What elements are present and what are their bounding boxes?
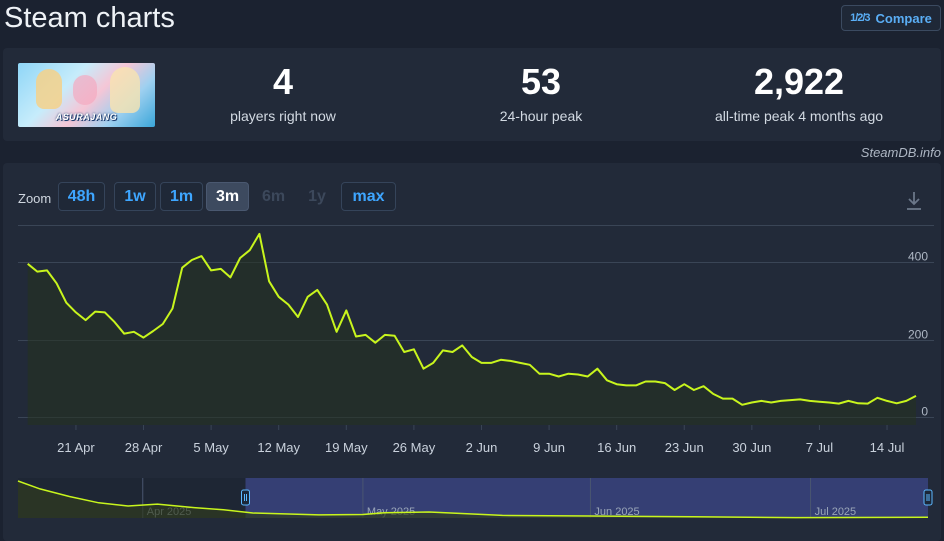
series-line <box>27 232 917 406</box>
stats-panel: ASURAJANG 4 players right now 53 24-hour… <box>3 48 941 141</box>
game-logo: ASURAJANG <box>55 112 118 122</box>
page-title: Steam charts <box>4 2 175 34</box>
x-tick-label: 21 Apr <box>57 440 95 455</box>
stat-value: 2,922 <box>753 61 845 102</box>
thumbnail-character <box>110 67 140 113</box>
y-tick-label: 200 <box>908 328 928 342</box>
thumbnail-character <box>73 75 97 105</box>
thumbnail-character <box>36 69 62 109</box>
x-tick-label: 2 Jun <box>466 440 498 455</box>
x-tick-label: 5 May <box>193 440 229 455</box>
y-tick-label: 400 <box>908 250 928 264</box>
x-tick-label: 30 Jun <box>732 440 771 455</box>
x-tick-label: 23 Jun <box>665 440 704 455</box>
stat-label: 24-hour peak <box>499 108 583 124</box>
y-tick-label: 0 <box>921 405 928 419</box>
stat-value: 53 <box>520 61 562 102</box>
x-tick-label: 14 Jul <box>870 440 905 455</box>
navigator-label: Jun 2025 <box>594 506 639 518</box>
x-tick-label: 26 May <box>393 440 436 455</box>
fraction-icon: 1/2/3 <box>850 12 870 24</box>
steamdb-attribution[interactable]: SteamDB.info <box>860 145 941 160</box>
x-tick-label: 16 Jun <box>597 440 636 455</box>
stat-24h-peak: 53 24-hour peak <box>441 61 641 125</box>
compare-button-label: Compare <box>875 10 932 26</box>
zoom-3m-button[interactable]: 3m <box>206 182 249 211</box>
x-tick-label: 9 Jun <box>533 440 565 455</box>
navigator-handle-left[interactable] <box>241 489 250 506</box>
x-tick-label: 19 May <box>325 440 368 455</box>
game-thumbnail[interactable]: ASURAJANG <box>18 63 155 127</box>
stat-label: players right now <box>230 108 336 124</box>
zoom-1m-button[interactable]: 1m <box>160 182 203 211</box>
zoom-6m-button: 6m <box>261 187 286 205</box>
navigator-label: Jul 2025 <box>815 506 857 518</box>
stat-label: all-time peak 4 months ago <box>714 108 884 124</box>
x-tick-label: 28 Apr <box>125 440 163 455</box>
zoom-label: Zoom <box>18 191 52 206</box>
series-area <box>27 233 916 425</box>
stat-players-now: 4 players right now <box>183 61 383 125</box>
navigator-area <box>18 481 928 518</box>
stat-value: 4 <box>272 61 294 102</box>
zoom-1y-button: 1y <box>308 187 326 205</box>
zoom-48h-button[interactable]: 48h <box>58 182 105 211</box>
navigator-line <box>17 480 929 519</box>
navigator-selection[interactable] <box>245 478 929 518</box>
compare-button[interactable]: 1/2/3 Compare <box>841 5 941 31</box>
x-tick-label: 12 May <box>257 440 300 455</box>
stat-all-time-peak: 2,922 all-time peak 4 months ago <box>679 61 919 125</box>
zoom-1w-button[interactable]: 1w <box>114 182 156 211</box>
x-tick-label: 7 Jul <box>806 440 834 455</box>
zoom-max-button[interactable]: max <box>341 182 396 211</box>
navigator-handle-right[interactable] <box>923 489 933 506</box>
download-icon[interactable] <box>904 190 924 212</box>
